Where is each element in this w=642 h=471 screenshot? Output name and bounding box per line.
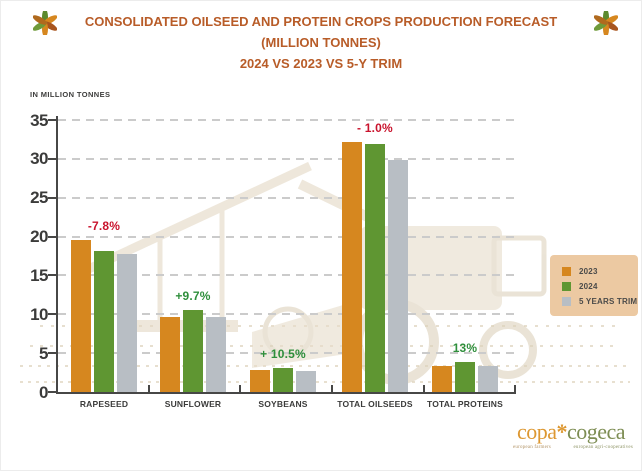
change-annotation-sunflower: +9.7% [175,288,211,303]
y-tick-label-35: 35 [30,110,48,130]
gridline-20 [58,235,515,238]
gridline-30 [58,157,515,160]
bar-2023-total-proteins [432,366,452,392]
bar-2024-rapeseed [94,251,114,392]
category-label-total-oilseeds: TOTAL OILSEEDS [337,399,413,409]
bar-2024-sunflower [183,309,203,392]
y-tick-label-10: 10 [30,304,48,324]
chart-legend: 2023 2024 5 YEARS TRIM [550,255,638,316]
x-tick-mark-4 [423,385,425,394]
change-annotation-total-proteins: 13% [452,341,478,356]
change-annotation-soybeans: + 10.5% [260,346,306,361]
y-tick-mark-15 [48,274,56,277]
y-tick-label-20: 20 [30,227,48,247]
x-tick-mark-3 [331,385,333,394]
y-tick-mark-30 [48,157,56,160]
y-axis-unit-label: IN MILLION TONNES [30,90,111,99]
y-tick-mark-0 [48,391,56,393]
bar-5-years-trim-total-oilseeds [388,159,408,392]
change-annotation-total-oilseeds: - 1.0% [357,120,393,135]
x-tick-mark-2 [239,385,241,394]
logo-subtitle-farmers: european farmers [513,445,552,450]
legend-item-5-years-trim: 5 YEARS TRIM [562,294,638,309]
y-tick-label-15: 15 [30,265,48,285]
category-label-rapeseed: RAPESEED [79,399,129,409]
copa-cogeca-flower-icon [33,11,57,35]
bar-2024-soybeans [273,367,293,392]
gridline-35 [58,119,515,121]
chart-title: CONSOLIDATED OILSEED AND PROTEIN CROPS P… [62,11,580,74]
gridline-5 [58,352,515,355]
gridline-15 [58,274,515,277]
y-tick-mark-10 [48,313,56,316]
y-tick-mark-25 [48,196,56,199]
bar-2023-rapeseed [71,239,91,392]
logo-cogeca-text: cogeca [566,419,626,444]
bar-2024-total-oilseeds [365,144,385,392]
bar-5-years-trim-total-proteins [478,366,498,392]
legend-item-2023: 2023 [562,264,638,279]
copa-cogeca-logo: copa*cogeca european farmers european ag… [503,420,639,451]
logo-asterisk-icon: * [556,419,567,444]
category-label-sunflower: SUNFLOWER [164,399,222,409]
chart-title-line2: 2024 VS 2023 VS 5-Y TRIM [239,56,403,71]
category-label-soybeans: SOYBEANS [258,399,308,409]
y-axis-line [56,116,58,394]
bar-5-years-trim-rapeseed [117,253,137,392]
x-tick-mark-1 [148,385,150,394]
change-annotation-rapeseed: -7.8% [87,218,121,233]
bar-2023-soybeans [250,370,270,392]
gridline-10 [58,313,515,316]
logo-subtitles: european farmers european agri-cooperati… [503,444,639,450]
y-tick-mark-5 [48,352,56,355]
legend-swatch-icon [562,282,571,291]
chart-title-line1: CONSOLIDATED OILSEED AND PROTEIN CROPS P… [84,14,558,50]
x-axis-line [56,392,516,394]
legend-label: 2023 [579,267,598,276]
bar-5-years-trim-soybeans [296,371,316,392]
y-tick-label-30: 30 [30,149,48,169]
legend-item-2024: 2024 [562,279,638,294]
bar-2023-total-oilseeds [342,141,362,392]
y-tick-mark-20 [48,235,56,238]
logo-copa-text: copa [516,419,557,444]
y-tick-label-0: 0 [39,382,48,402]
x-tick-mark-5 [514,385,516,394]
legend-swatch-icon [562,297,571,306]
legend-swatch-icon [562,267,571,276]
bar-5-years-trim-sunflower [206,316,226,392]
y-tick-label-5: 5 [39,343,48,363]
logo-subtitle-cooperatives: european agri-cooperatives [573,445,633,450]
bar-2023-sunflower [160,316,180,392]
legend-label: 5 YEARS TRIM [579,297,638,306]
bar-2024-total-proteins [455,362,475,392]
copa-cogeca-flower-icon [594,11,618,35]
gridline-25 [58,196,515,199]
logo-wordmark: copa*cogeca [503,420,639,444]
legend-label: 2024 [579,282,598,291]
y-tick-mark-35 [48,119,56,121]
category-label-total-proteins: TOTAL PROTEINS [426,399,503,409]
y-tick-label-25: 25 [30,188,48,208]
